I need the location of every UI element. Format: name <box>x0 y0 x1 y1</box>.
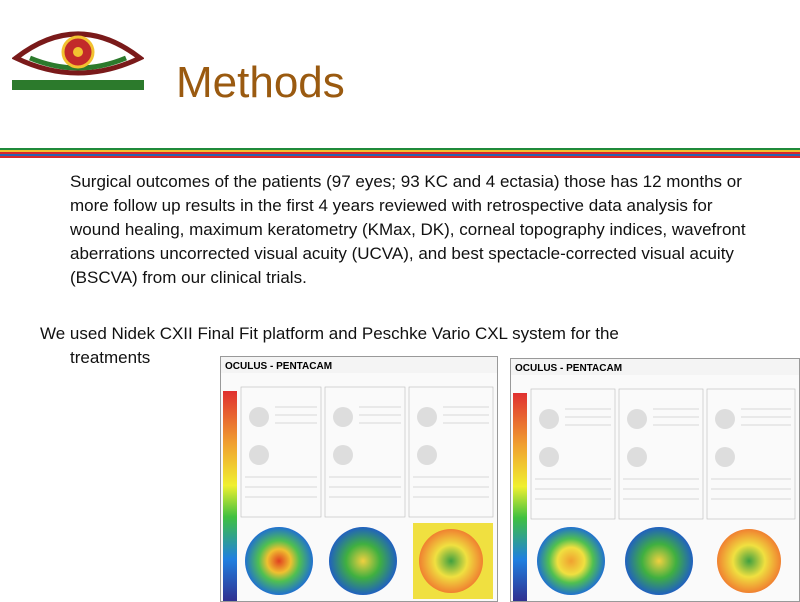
paragraph-2-line-2: treatments <box>70 348 151 367</box>
decorative-stripes <box>0 148 800 160</box>
pentacam-report-right: OCULUS - PENTACAM <box>510 358 800 602</box>
page-title: Methods <box>176 58 345 107</box>
logo <box>11 18 145 90</box>
body-paragraph-1: Surgical outcomes of the patients (97 ey… <box>70 172 746 287</box>
paragraph-2-line-1: We used Nidek CXII Final Fit platform an… <box>40 324 619 343</box>
body-paragraph-2: We used Nidek CXII Final Fit platform an… <box>40 322 760 370</box>
panel-header: OCULUS - PENTACAM <box>225 361 333 372</box>
pentacam-report-left: OCULUS - PENTACAM <box>220 356 498 602</box>
panel-header: OCULUS - PENTACAM <box>515 363 623 374</box>
